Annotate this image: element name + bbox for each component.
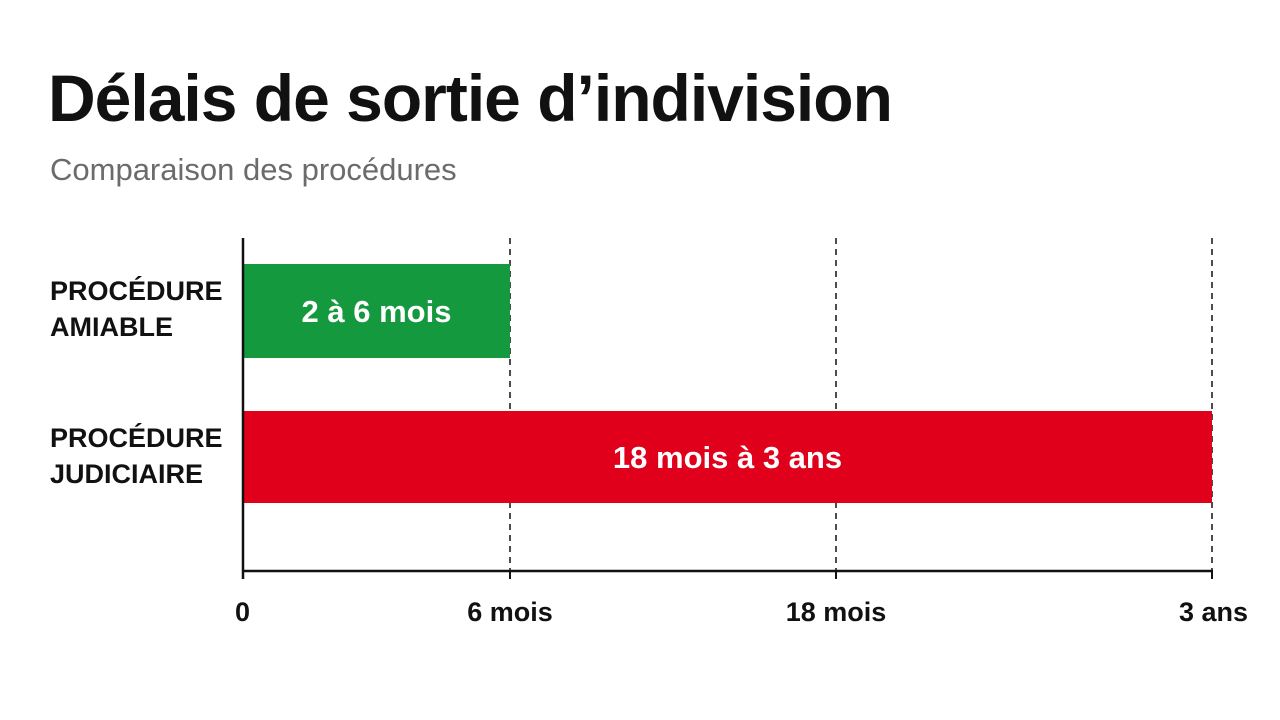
category-label-judiciaire: PROCÉDURE JUDICIAIRE: [50, 420, 240, 492]
category-label-line: AMIABLE: [50, 312, 173, 342]
bar: [243, 264, 510, 358]
x-tick-label: 0: [235, 597, 250, 627]
category-label-amiable: PROCÉDURE AMIABLE: [50, 273, 240, 345]
category-label-line: PROCÉDURE: [50, 276, 223, 306]
category-label-line: PROCÉDURE: [50, 423, 223, 453]
bar-label: 2 à 6 mois: [302, 294, 452, 329]
x-tick-label: 6 mois: [467, 597, 553, 627]
category-label-line: JUDICIAIRE: [50, 459, 204, 489]
chart-subtitle: Comparaison des procédures: [50, 152, 457, 187]
x-tick-label: 3 ans: [1179, 597, 1248, 627]
x-tick-label: 18 mois: [786, 597, 887, 627]
bar-label: 18 mois à 3 ans: [613, 440, 842, 475]
chart-title: Délais de sortie d’indivision: [48, 61, 893, 135]
bar: [243, 411, 1212, 503]
